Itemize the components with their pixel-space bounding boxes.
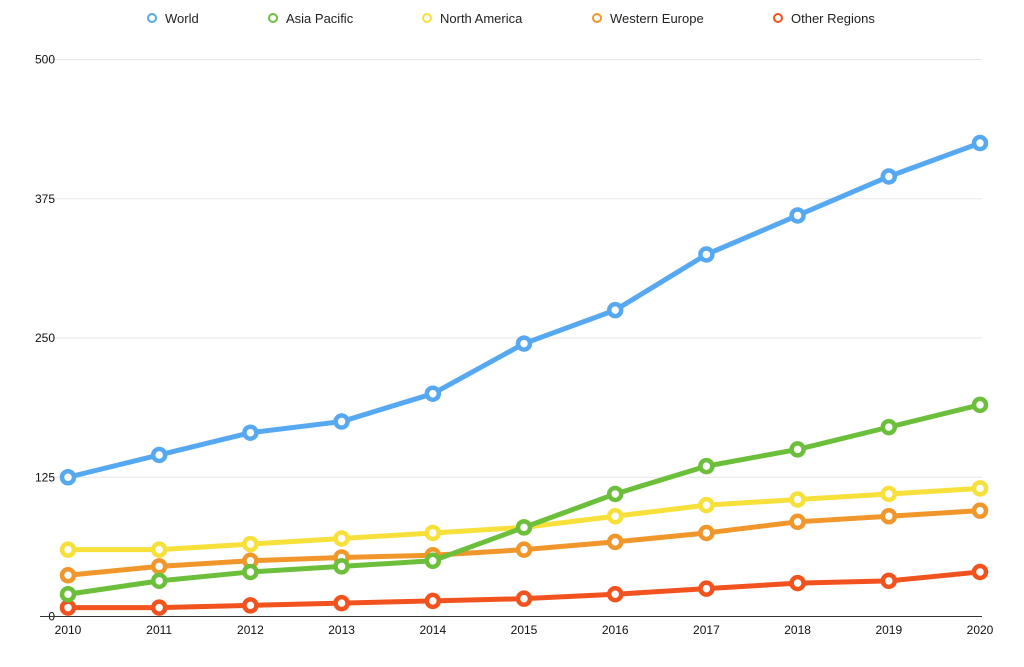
legend-marker-icon <box>422 13 432 23</box>
legend-marker-icon <box>592 13 602 23</box>
data-point[interactable] <box>150 599 168 616</box>
data-point[interactable] <box>606 485 624 503</box>
data-point[interactable] <box>59 599 77 616</box>
legend-label: Asia Pacific <box>286 11 354 26</box>
data-point[interactable] <box>971 563 989 581</box>
data-point[interactable] <box>515 519 533 536</box>
data-point[interactable] <box>515 335 533 352</box>
data-point[interactable] <box>515 541 533 558</box>
legend-item-north-america[interactable]: North America <box>422 11 523 26</box>
data-point[interactable] <box>698 524 715 542</box>
data-point[interactable] <box>606 533 624 551</box>
legend-label: Other Regions <box>791 11 875 26</box>
data-point[interactable] <box>333 530 350 547</box>
x-tick-label: 2018 <box>784 623 811 637</box>
data-point[interactable] <box>698 580 715 597</box>
x-tick-label: 2015 <box>511 623 538 637</box>
legend-item-asia-pacific[interactable]: Asia Pacific <box>268 11 354 26</box>
data-point[interactable] <box>242 563 259 581</box>
series-line-world <box>65 140 983 480</box>
data-point[interactable] <box>606 507 624 525</box>
data-point[interactable] <box>880 418 898 436</box>
legend-label: Western Europe <box>610 11 704 26</box>
data-point[interactable] <box>971 502 989 519</box>
series-western-europe <box>59 502 989 584</box>
data-point[interactable] <box>789 441 806 458</box>
x-tick-label: 2012 <box>237 623 264 637</box>
data-point[interactable] <box>150 572 168 590</box>
data-point[interactable] <box>242 535 259 553</box>
y-tick-label: 125 <box>35 470 55 484</box>
series-world <box>59 134 989 486</box>
legend-label: North America <box>440 11 523 26</box>
x-tick-label: 2017 <box>693 623 720 637</box>
x-tick-label: 2014 <box>419 623 446 637</box>
data-point[interactable] <box>59 469 77 486</box>
x-tick-label: 2013 <box>328 623 355 637</box>
data-point[interactable] <box>789 513 806 531</box>
data-point[interactable] <box>333 413 350 430</box>
legend: World Asia Pacific North America Western Eu… <box>147 11 875 26</box>
x-tick-label: 2011 <box>146 623 172 637</box>
data-point[interactable] <box>59 585 77 603</box>
data-point[interactable] <box>880 572 898 590</box>
legend-item-world[interactable]: World <box>147 11 199 26</box>
data-point[interactable] <box>880 507 898 525</box>
data-point[interactable] <box>242 424 259 441</box>
data-point[interactable] <box>59 567 77 584</box>
data-point[interactable] <box>424 385 442 402</box>
data-point[interactable] <box>424 524 442 542</box>
legend-marker-icon <box>773 13 783 23</box>
x-axis-tick-labels: 2010 2011 2012 2013 2014 2015 2016 2017 2018 2019… <box>55 623 994 637</box>
x-tick-label: 2020 <box>967 623 994 637</box>
data-point[interactable] <box>333 558 350 575</box>
data-point[interactable] <box>606 301 624 319</box>
data-point[interactable] <box>971 134 989 152</box>
y-tick-label: 250 <box>35 331 55 345</box>
data-point[interactable] <box>789 574 806 592</box>
data-point[interactable] <box>606 585 624 603</box>
series-lines <box>59 134 989 616</box>
data-point[interactable] <box>971 396 989 414</box>
legend-label: World <box>165 11 199 26</box>
data-point[interactable] <box>789 207 806 224</box>
y-tick-label: 500 <box>35 53 55 67</box>
data-point[interactable] <box>424 592 442 610</box>
data-point[interactable] <box>242 597 259 614</box>
data-point[interactable] <box>789 491 806 508</box>
data-point[interactable] <box>150 446 168 464</box>
legend-item-western-europe[interactable]: Western Europe <box>592 11 704 26</box>
data-point[interactable] <box>698 496 715 514</box>
x-tick-label: 2010 <box>55 623 82 637</box>
legend-marker-icon <box>147 13 157 23</box>
data-point[interactable] <box>515 590 533 607</box>
data-point[interactable] <box>880 168 898 185</box>
x-tick-label: 2019 <box>875 623 902 637</box>
y-tick-label: 375 <box>35 192 55 206</box>
series-other-regions <box>59 563 989 616</box>
data-point[interactable] <box>698 246 715 263</box>
data-point[interactable] <box>880 485 898 503</box>
data-point[interactable] <box>971 480 989 497</box>
data-point[interactable] <box>150 558 168 575</box>
data-point[interactable] <box>424 552 442 570</box>
series-asia-pacific <box>59 396 989 603</box>
data-point[interactable] <box>333 594 350 612</box>
legend-marker-icon <box>268 13 278 23</box>
data-point[interactable] <box>150 541 168 558</box>
x-tick-label: 2016 <box>602 623 629 637</box>
data-point[interactable] <box>59 541 77 558</box>
data-point[interactable] <box>698 457 715 475</box>
legend-item-other-regions[interactable]: Other Regions <box>773 11 875 26</box>
y-gridlines <box>40 59 982 478</box>
